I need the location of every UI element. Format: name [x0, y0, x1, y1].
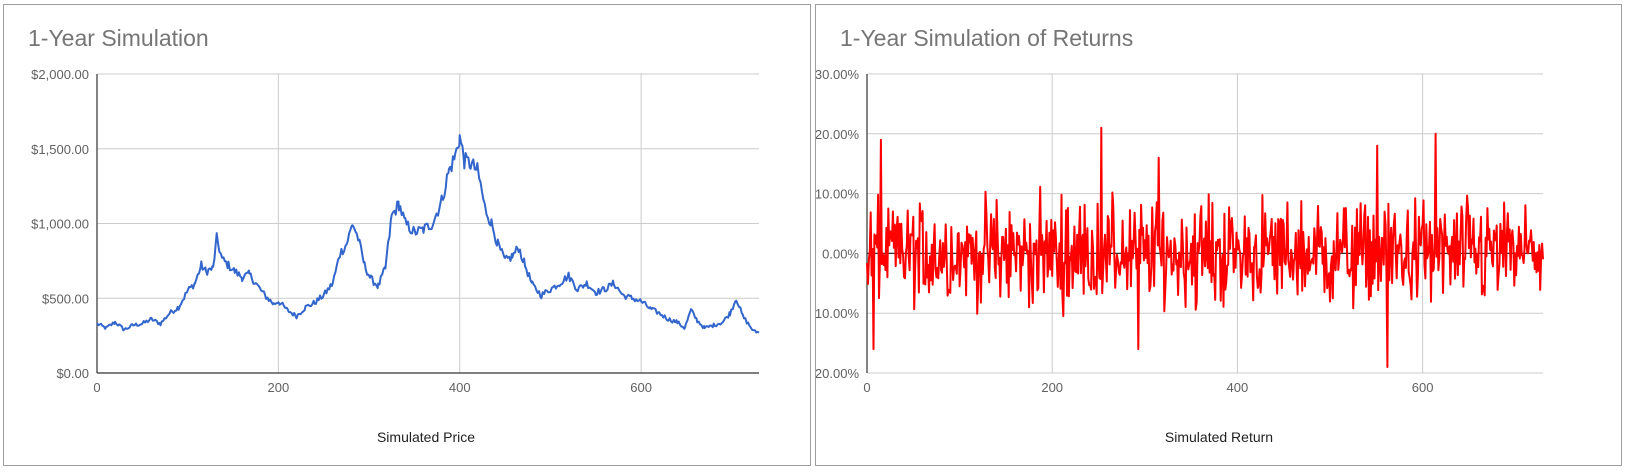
- y-tick-label: -10.00%: [816, 306, 859, 321]
- x-tick-label: 600: [1412, 380, 1434, 395]
- x-tick-label: 0: [863, 380, 870, 395]
- y-tick-label: $500.00: [42, 291, 89, 306]
- y-tick-label: -20.00%: [816, 366, 859, 381]
- x-tick-label: 400: [1227, 380, 1249, 395]
- series-line: [866, 126, 1544, 368]
- returns-chart-svg: -20.00% -10.00% 0.00% 10.00% 20.00% 30.00% 0 20…: [816, 67, 1544, 395]
- y-tick-label: $1,500.00: [31, 142, 89, 157]
- x-tick-label: 200: [268, 380, 290, 395]
- x-axis-title: Simulated Price: [376, 429, 476, 445]
- price-chart-panel: 1-Year Simulation $0.00 $500.00 $1,000.00 $…: [3, 4, 811, 466]
- y-tick-label: 10.00%: [816, 187, 859, 202]
- series-line: [96, 134, 760, 334]
- y-tick-label: 20.00%: [816, 127, 859, 142]
- x-tick-label: 0: [93, 380, 100, 395]
- y-tick-label: $1,000.00: [31, 217, 89, 232]
- chart-title: 1-Year Simulation of Returns: [840, 25, 1134, 51]
- y-tick-label: $0.00: [56, 366, 89, 381]
- y-tick-label: $2,000.00: [31, 67, 89, 82]
- y-tick-label: 30.00%: [816, 67, 859, 82]
- y-tick-label: 0.00%: [822, 246, 859, 261]
- x-axis-title: Simulated Return: [1164, 429, 1274, 445]
- returns-chart-panel: 1-Year Simulation of Returns -20.00% -10.…: [815, 4, 1622, 466]
- x-tick-label: 400: [449, 380, 471, 395]
- x-tick-label: 200: [1041, 380, 1063, 395]
- x-tick-label: 600: [630, 380, 652, 395]
- price-chart-svg: $0.00 $500.00 $1,000.00 $1,500.00 $2,000.00 0…: [31, 67, 760, 395]
- chart-title: 1-Year Simulation: [28, 25, 209, 51]
